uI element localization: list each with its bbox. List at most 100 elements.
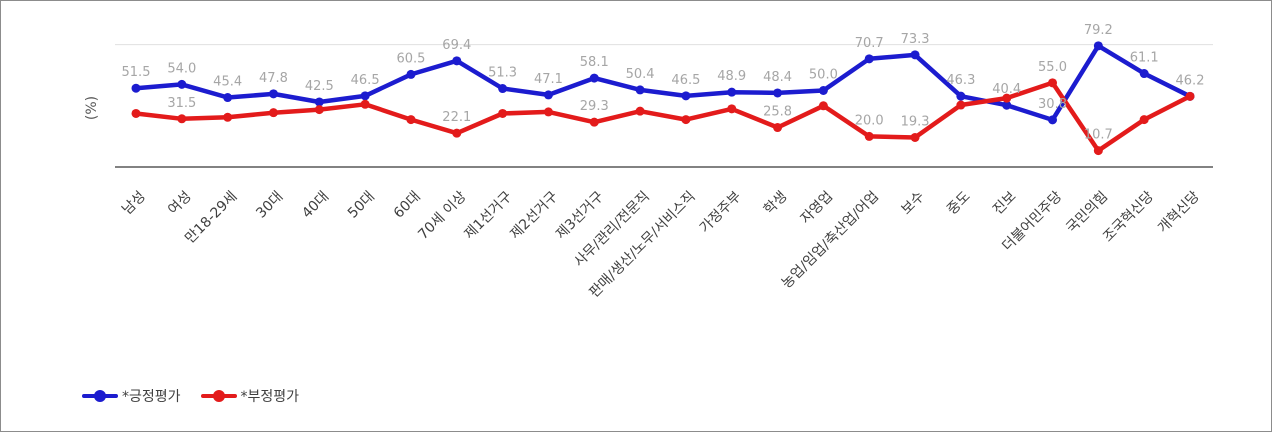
data-point-s0-16 <box>864 54 874 64</box>
series-line-1 <box>133 80 1193 153</box>
data-point-s1-2 <box>223 112 233 122</box>
data-point-s1-3 <box>268 108 278 118</box>
data-label-s0-4: 42.5 <box>305 79 334 94</box>
data-label-s1-10: 29.3 <box>580 99 609 114</box>
data-point-s1-6 <box>406 115 416 125</box>
data-label-s0-0: 51.5 <box>122 65 151 80</box>
legend-swatch-positive <box>82 390 118 402</box>
data-label-s0-1: 54.0 <box>167 61 196 76</box>
data-point-s1-13 <box>727 104 737 114</box>
data-point-s1-4 <box>314 105 324 115</box>
data-label-s0-11: 50.4 <box>626 67 655 82</box>
x-tick-label: 60대 <box>391 189 424 222</box>
data-point-s1-9 <box>543 107 553 117</box>
data-point-s0-6 <box>406 69 416 79</box>
data-point-s1-7 <box>452 128 462 138</box>
series-line-0 <box>133 43 1193 123</box>
legend-swatch-negative <box>200 390 237 402</box>
data-point-s1-16 <box>864 131 874 141</box>
data-point-s0-7 <box>452 56 462 66</box>
data-label-s0-6: 60.5 <box>396 51 425 66</box>
data-label-s0-10: 58.1 <box>580 55 609 70</box>
x-tick-label: 학생 <box>761 189 791 219</box>
data-point-s1-17 <box>910 132 920 142</box>
data-label-s1-16: 20.0 <box>855 113 884 128</box>
data-label-s0-18: 46.3 <box>946 73 975 88</box>
data-point-s0-19 <box>1002 100 1012 110</box>
data-point-s0-20 <box>1048 115 1058 125</box>
data-point-s0-22 <box>1139 69 1149 79</box>
data-point-s0-12 <box>681 91 691 101</box>
data-label-s0-8: 51.3 <box>488 66 517 81</box>
data-point-s1-18 <box>956 100 966 110</box>
data-label-s0-12: 46.5 <box>671 73 700 88</box>
data-label-s0-15: 50.0 <box>809 68 838 83</box>
x-tick-label: 여성 <box>165 189 195 219</box>
x-tick-label: 30대 <box>253 189 286 222</box>
data-label-s0-21: 79.2 <box>1084 23 1113 38</box>
data-point-s0-14 <box>773 88 783 98</box>
legend-label-negative: *부정평가 <box>240 389 300 405</box>
data-label-s1-14: 25.8 <box>763 105 792 120</box>
data-point-s0-10 <box>589 73 599 83</box>
data-point-s0-2 <box>223 93 233 103</box>
data-point-s1-20 <box>1048 78 1058 88</box>
data-point-s1-14 <box>773 123 783 133</box>
y-axis-label: (%) <box>84 96 100 120</box>
data-point-s1-12 <box>681 115 691 125</box>
data-point-s0-13 <box>727 87 737 97</box>
legend-label-positive: *긍정평가 <box>122 389 181 405</box>
data-point-s1-8 <box>498 108 508 118</box>
data-point-s1-15 <box>818 101 828 111</box>
data-label-s1-17: 19.3 <box>901 114 930 129</box>
data-label-s0-23: 46.2 <box>1176 73 1205 88</box>
data-point-s0-4 <box>314 97 324 107</box>
data-point-s1-22 <box>1139 115 1149 125</box>
data-point-s0-0 <box>131 83 141 93</box>
data-point-s0-1 <box>177 79 187 89</box>
data-label-s0-13: 48.9 <box>717 69 746 84</box>
data-point-s1-0 <box>131 108 141 118</box>
x-tick-label: 40대 <box>299 189 332 222</box>
data-point-s0-9 <box>543 90 553 100</box>
data-point-s0-18 <box>956 91 966 101</box>
data-label-s0-19: 40.4 <box>992 82 1021 97</box>
x-tick-label: 제1선거구 <box>461 188 515 242</box>
x-tick-label: 가정주부 <box>697 188 745 236</box>
data-point-s0-3 <box>268 89 278 99</box>
x-tick-label: 개혁신당 <box>1155 188 1203 236</box>
data-label-s0-3: 47.8 <box>259 71 288 86</box>
x-tick-label: 50대 <box>345 189 378 222</box>
data-label-s0-22: 61.1 <box>1130 51 1159 66</box>
data-label-s0-17: 73.3 <box>901 32 930 47</box>
data-label-s1-21: 10.7 <box>1084 128 1113 143</box>
data-label-s1-7: 22.1 <box>442 110 471 125</box>
legend-item-negative: *부정평가 <box>200 386 300 406</box>
data-point-s0-5 <box>360 91 370 101</box>
x-tick-label: 70세 이상 <box>415 188 469 242</box>
x-tick-label: 조국혁신당 <box>1100 188 1157 245</box>
data-point-s0-8 <box>498 84 508 94</box>
data-label-s1-20: 55.0 <box>1038 60 1067 75</box>
legend-dot-positive <box>94 390 106 402</box>
x-tick-label: 제2선거구 <box>507 188 561 242</box>
data-point-s1-21 <box>1093 146 1103 156</box>
x-tick-label: 자영업 <box>798 189 837 228</box>
data-point-s1-5 <box>360 99 370 109</box>
x-tick-label: 남성 <box>119 189 149 219</box>
data-label-s0-9: 47.1 <box>534 72 563 87</box>
data-point-s0-17 <box>910 50 920 60</box>
data-label-s0-14: 48.4 <box>763 70 792 85</box>
data-label-s0-20: 30.8 <box>1038 97 1067 112</box>
data-label-s1-1: 31.5 <box>167 96 196 111</box>
x-tick-label: 진보 <box>990 188 1020 218</box>
data-label-s0-2: 45.4 <box>213 75 242 90</box>
data-point-s0-15 <box>818 86 828 95</box>
data-point-s0-11 <box>635 85 645 95</box>
data-point-s1-11 <box>635 106 645 116</box>
data-point-s1-10 <box>589 117 599 127</box>
data-label-s0-7: 69.4 <box>442 38 471 53</box>
data-label-s0-16: 70.7 <box>855 36 884 51</box>
